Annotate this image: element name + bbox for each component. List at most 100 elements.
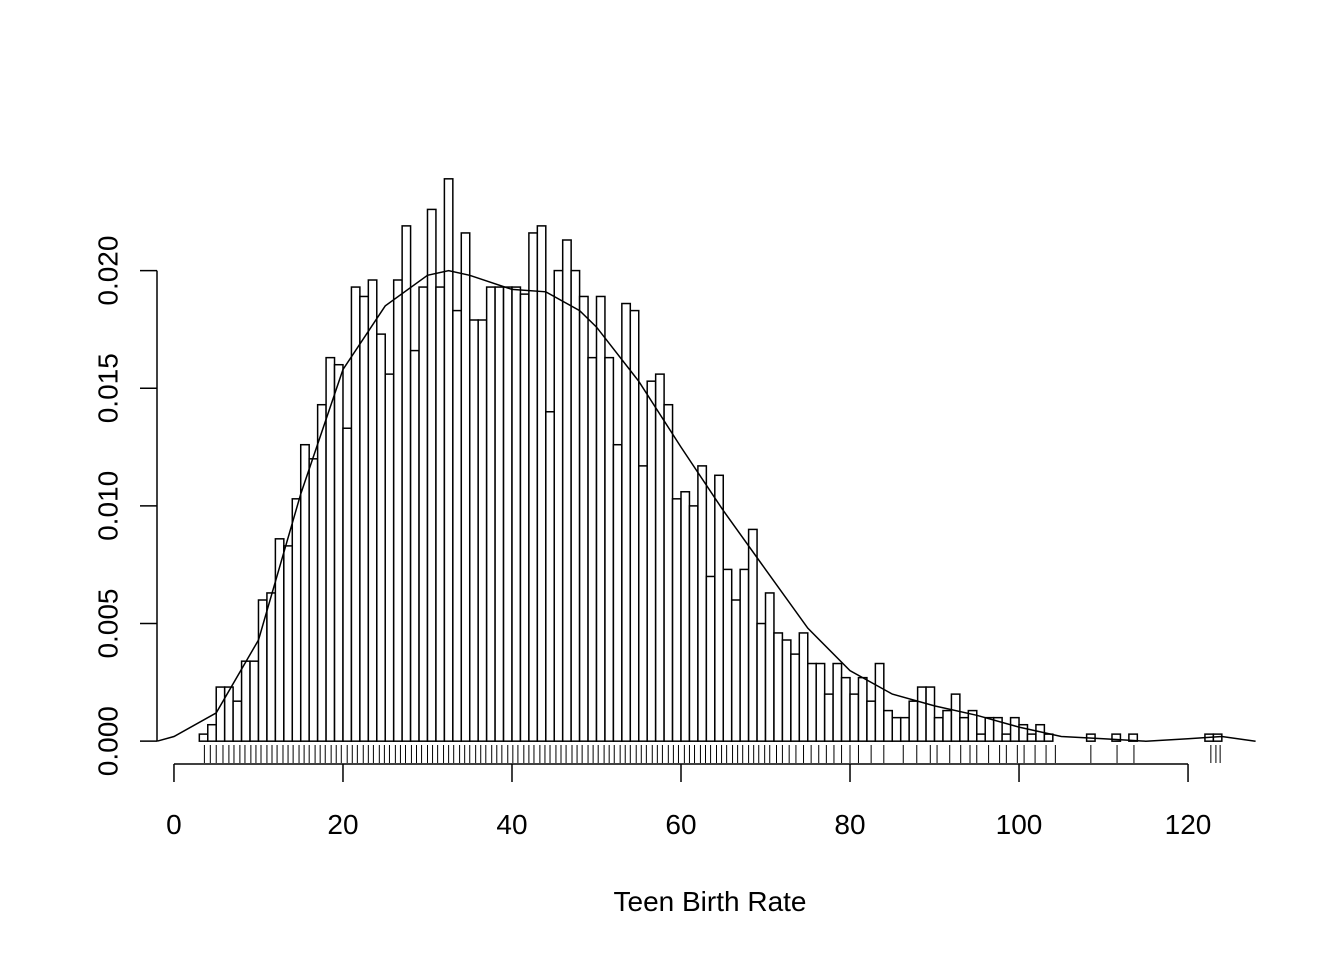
bar xyxy=(553,269,564,742)
bar xyxy=(316,403,327,742)
y-tick-label: 0.005 xyxy=(92,588,123,658)
bar xyxy=(933,716,944,742)
bar xyxy=(976,733,986,742)
bar xyxy=(705,575,716,742)
bar xyxy=(815,662,826,742)
bar xyxy=(502,286,513,742)
bar xyxy=(1111,733,1122,742)
bar xyxy=(722,568,733,742)
bar xyxy=(392,279,403,742)
bar xyxy=(545,411,555,742)
x-tick-label: 60 xyxy=(665,809,696,840)
bar xyxy=(942,709,953,742)
bar xyxy=(764,592,775,742)
bar xyxy=(511,286,522,742)
bar xyxy=(916,686,927,742)
bar xyxy=(612,443,623,742)
bar xyxy=(840,676,851,742)
bar xyxy=(883,709,894,742)
bar xyxy=(283,545,294,742)
bar xyxy=(561,239,572,742)
bar xyxy=(435,286,446,742)
bar xyxy=(494,286,505,742)
bar xyxy=(697,465,708,742)
bar xyxy=(798,632,809,742)
bar xyxy=(595,295,606,742)
bar xyxy=(477,319,488,742)
y-tick-label: 0.020 xyxy=(92,236,123,306)
bar xyxy=(671,498,682,742)
bar xyxy=(342,427,353,742)
x-tick-label: 100 xyxy=(996,809,1043,840)
bar xyxy=(409,349,420,742)
bar xyxy=(730,599,741,742)
bar xyxy=(950,693,961,742)
bar xyxy=(739,568,750,742)
bar xyxy=(207,723,217,742)
bar xyxy=(333,363,344,742)
bar xyxy=(401,225,412,742)
bar xyxy=(984,716,995,742)
bar xyxy=(604,356,615,742)
bar xyxy=(823,693,834,742)
bar xyxy=(959,716,970,742)
bar xyxy=(460,232,471,742)
bar xyxy=(257,599,268,742)
bar xyxy=(781,639,792,742)
bar xyxy=(849,693,860,742)
bar xyxy=(519,293,530,742)
bar xyxy=(832,662,843,742)
bar xyxy=(1043,733,1054,742)
bar xyxy=(857,676,868,742)
bar xyxy=(528,232,539,742)
bar xyxy=(790,653,801,742)
bar xyxy=(232,700,243,742)
bar xyxy=(688,505,699,742)
bar xyxy=(866,700,877,742)
bar xyxy=(384,373,395,742)
bar xyxy=(240,660,251,742)
bar xyxy=(198,733,209,742)
bar xyxy=(874,662,885,742)
bar xyxy=(376,333,386,742)
bar xyxy=(1009,716,1020,742)
bar xyxy=(485,286,496,742)
bar xyxy=(266,592,277,742)
bar xyxy=(773,632,784,742)
bar xyxy=(807,662,817,742)
bar xyxy=(654,373,665,742)
bar xyxy=(1001,733,1012,742)
bar xyxy=(452,309,463,742)
bar xyxy=(1018,723,1029,742)
y-tick-label: 0.000 xyxy=(92,706,123,776)
x-axis-label: Teen Birth Rate xyxy=(614,886,807,917)
bar xyxy=(308,458,319,742)
bar xyxy=(908,700,919,742)
bar xyxy=(1026,733,1037,742)
bar xyxy=(468,319,479,742)
bar xyxy=(637,465,648,742)
x-tick-label: 80 xyxy=(834,809,865,840)
bar xyxy=(587,356,598,742)
bar xyxy=(925,686,936,742)
density-curve xyxy=(156,269,1256,742)
x-tick-label: 120 xyxy=(1165,809,1212,840)
bar xyxy=(680,491,691,742)
bar xyxy=(967,709,978,742)
bar xyxy=(418,286,429,742)
bar xyxy=(426,208,437,742)
bar xyxy=(578,295,589,742)
x-tick-label: 20 xyxy=(327,809,358,840)
bar xyxy=(536,225,547,742)
bar xyxy=(714,474,725,742)
bar xyxy=(359,295,370,742)
bar xyxy=(367,279,378,742)
y-tick-label: 0.015 xyxy=(92,353,123,423)
bar xyxy=(756,622,767,742)
bar xyxy=(570,269,581,742)
bar xyxy=(747,528,758,742)
bar xyxy=(249,660,260,742)
bar xyxy=(891,716,902,742)
bar xyxy=(443,178,454,742)
